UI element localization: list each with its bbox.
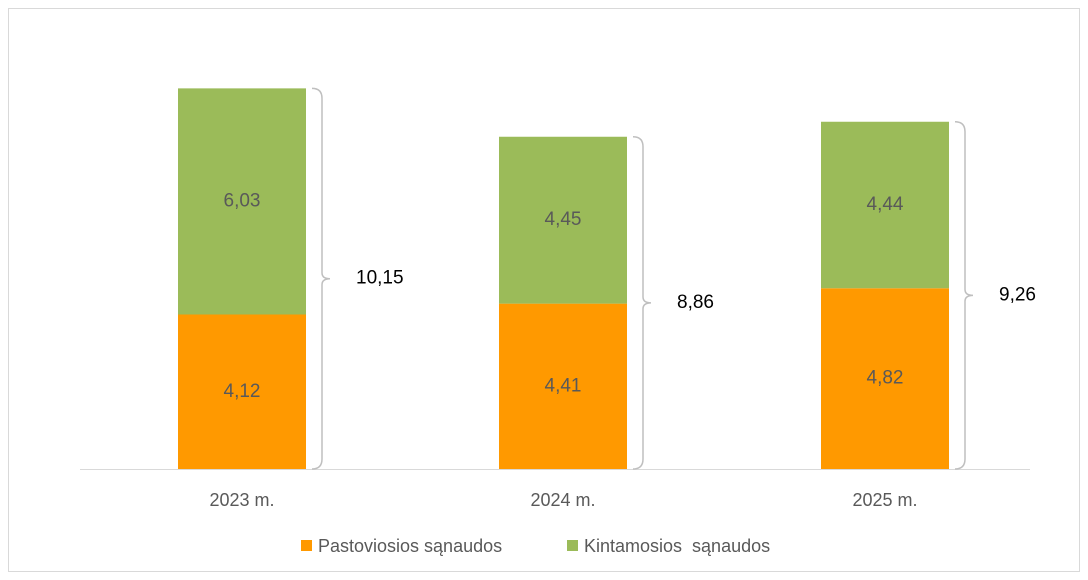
bar-segment bbox=[821, 121, 949, 289]
x-tick-label: 2023 m. bbox=[209, 490, 274, 510]
total-label: 9,26 bbox=[999, 284, 1036, 305]
value-label: 4,45 bbox=[545, 209, 582, 230]
legend-swatch bbox=[301, 540, 312, 551]
legend-label: Pastoviosios sąnaudos bbox=[318, 536, 502, 556]
bar-segment bbox=[499, 303, 627, 469]
total-brace bbox=[954, 121, 974, 470]
value-label: 6,03 bbox=[224, 190, 261, 211]
total-label: 10,15 bbox=[356, 268, 404, 289]
value-label: 4,44 bbox=[867, 194, 904, 215]
bar-segment bbox=[178, 314, 306, 469]
bar-segment bbox=[499, 136, 627, 304]
x-tick-label: 2025 m. bbox=[852, 490, 917, 510]
legend-swatch bbox=[567, 540, 578, 551]
total-brace bbox=[311, 87, 331, 470]
value-label: 4,41 bbox=[545, 375, 582, 396]
legend-label: Kintamosios sąnaudos bbox=[584, 536, 770, 556]
value-label: 4,82 bbox=[867, 368, 904, 389]
bar-segment bbox=[821, 288, 949, 469]
total-brace bbox=[632, 136, 652, 470]
total-label: 8,86 bbox=[677, 292, 714, 313]
value-label: 4,12 bbox=[224, 381, 261, 402]
x-tick-label: 2024 m. bbox=[530, 490, 595, 510]
bar-segment bbox=[178, 88, 306, 315]
